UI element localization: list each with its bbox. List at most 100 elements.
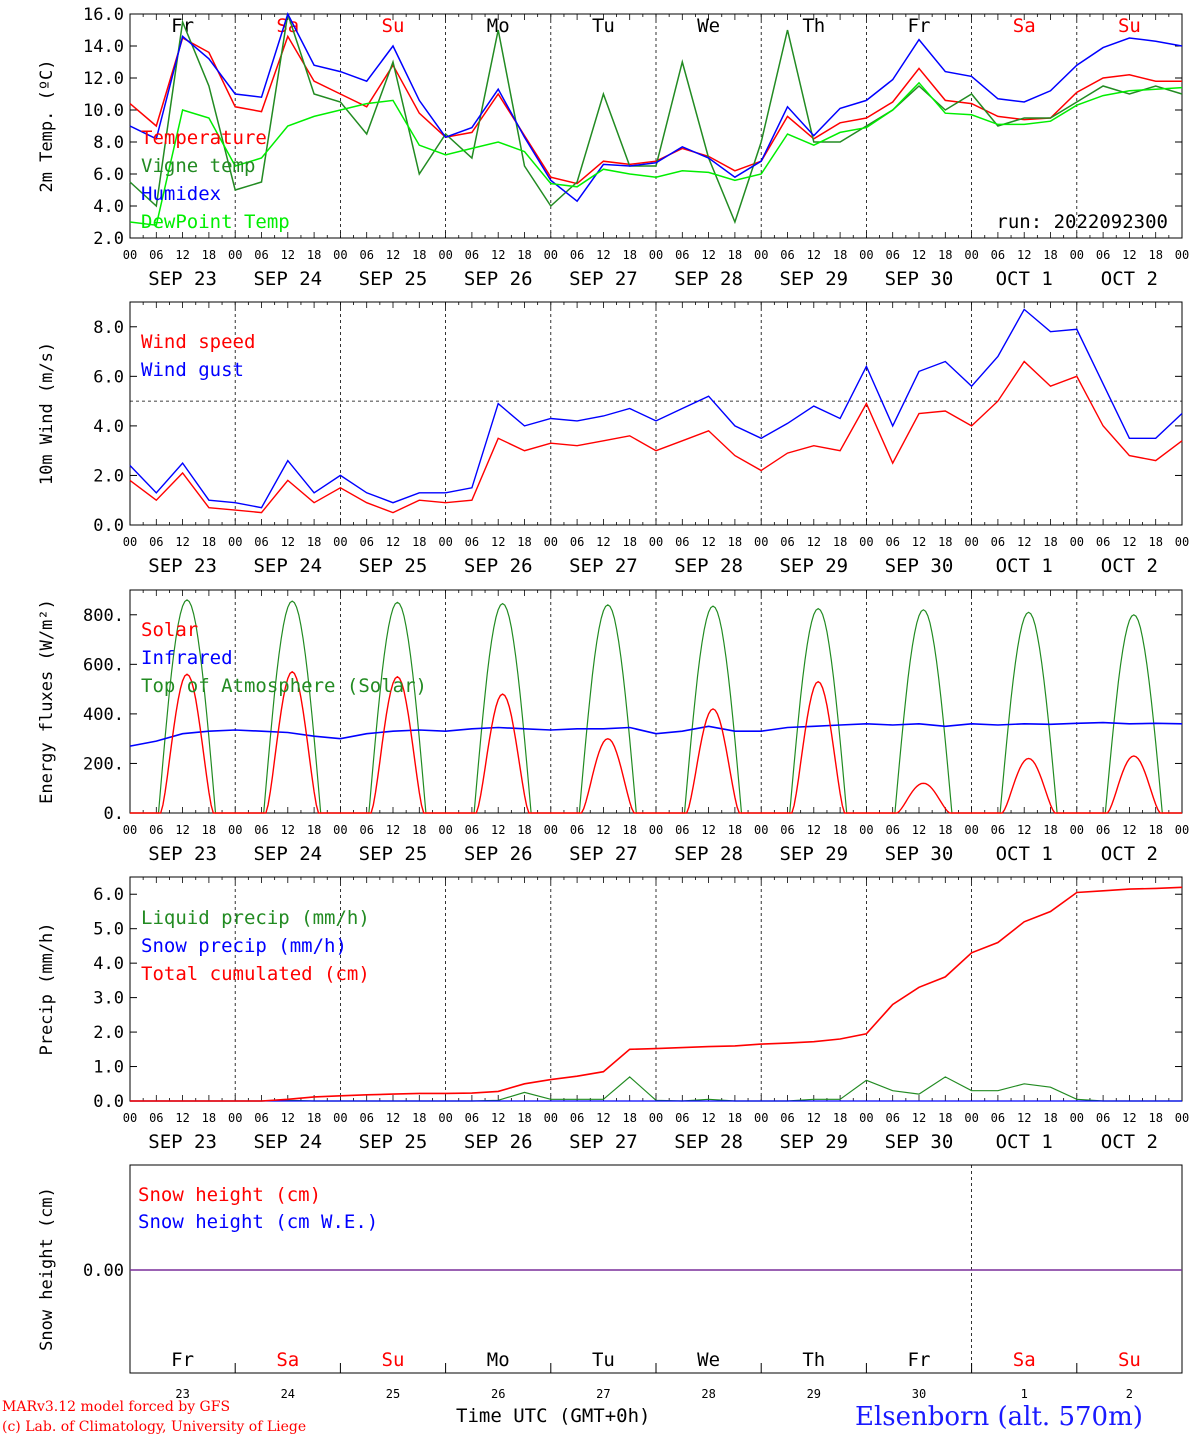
x-hour-label: 18 bbox=[1148, 535, 1162, 549]
x-hour-label: 18 bbox=[938, 1111, 952, 1125]
weekday-label: Fr bbox=[908, 15, 931, 37]
x-hour-label: 12 bbox=[175, 1111, 189, 1125]
y-tick-label: 4.0 bbox=[93, 197, 124, 217]
x-hour-label: 06 bbox=[149, 535, 163, 549]
x-hour-label: 00 bbox=[964, 535, 978, 549]
x-date-label: OCT 2 bbox=[1101, 555, 1158, 577]
x-hour-label: 00 bbox=[649, 535, 663, 549]
x-date-label: SEP 25 bbox=[359, 1131, 428, 1153]
x-date-label: SEP 23 bbox=[148, 843, 217, 865]
y-tick-label: 600. bbox=[83, 655, 124, 675]
y-tick-label: 400. bbox=[83, 705, 124, 725]
y-tick-label: 6.0 bbox=[93, 165, 124, 185]
panel-frame-2 bbox=[129, 301, 1183, 526]
legend-dewpoint-temp: DewPoint Temp bbox=[141, 211, 290, 233]
x-hour-label: 06 bbox=[780, 248, 794, 262]
x-hour-label: 12 bbox=[912, 248, 926, 262]
x-hour-label: 00 bbox=[1175, 823, 1189, 837]
x-hour-label: 18 bbox=[202, 1111, 216, 1125]
x-hour-label: 06 bbox=[149, 1111, 163, 1125]
x-hour-label: 00 bbox=[859, 1111, 873, 1125]
weekday-label: Su bbox=[1118, 15, 1141, 37]
x-hour-label: 06 bbox=[149, 248, 163, 262]
y-tick-label: 800. bbox=[83, 606, 124, 626]
series-wind-gust bbox=[129, 308, 1183, 509]
x-hour-label: 12 bbox=[281, 248, 295, 262]
x-hour-label: 12 bbox=[1017, 248, 1031, 262]
x-hour-label: 18 bbox=[307, 823, 321, 837]
x-hour-label: 12 bbox=[386, 1111, 400, 1125]
x-hour-label: 18 bbox=[202, 823, 216, 837]
x-hour-label: 06 bbox=[570, 248, 584, 262]
x-hour-label: 18 bbox=[833, 248, 847, 262]
legend-wind-gust: Wind gust bbox=[141, 359, 244, 381]
x-hour-label: 12 bbox=[175, 823, 189, 837]
x-date-label: OCT 1 bbox=[996, 1131, 1053, 1153]
weekday-label: We bbox=[697, 15, 720, 37]
y-tick-label: 6.0 bbox=[93, 885, 124, 905]
x-hour-label: 18 bbox=[517, 1111, 531, 1125]
x-hour-label: 12 bbox=[491, 535, 505, 549]
x-hour-label: 12 bbox=[1122, 535, 1136, 549]
x-hour-label: 06 bbox=[1096, 1111, 1110, 1125]
x-hour-label: 18 bbox=[1148, 1111, 1162, 1125]
legend-snow-height-cm-w-e: Snow height (cm W.E.) bbox=[138, 1211, 378, 1233]
y-tick-label: 0.0 bbox=[93, 1092, 124, 1112]
x-date-label: SEP 24 bbox=[253, 843, 322, 865]
y-tick-label: 0.00 bbox=[83, 1261, 124, 1281]
x-hour-label: 00 bbox=[438, 535, 452, 549]
x-hour-label: 06 bbox=[359, 535, 373, 549]
x-date-label: SEP 28 bbox=[674, 555, 743, 577]
x-hour-label: 18 bbox=[1148, 248, 1162, 262]
x-hour-label: 00 bbox=[649, 1111, 663, 1125]
legend-humidex: Humidex bbox=[141, 183, 221, 205]
x-hour-label: 12 bbox=[281, 823, 295, 837]
x-hour-label: 12 bbox=[1017, 823, 1031, 837]
x-date-label: SEP 29 bbox=[779, 843, 848, 865]
day-number-label: 29 bbox=[807, 1387, 821, 1400]
x-hour-label: 12 bbox=[1122, 823, 1136, 837]
y-tick-label: 2.0 bbox=[93, 466, 124, 486]
x-hour-label: 06 bbox=[1096, 535, 1110, 549]
x-hour-label: 12 bbox=[1122, 248, 1136, 262]
x-hour-label: 00 bbox=[964, 823, 978, 837]
x-hour-label: 00 bbox=[754, 248, 768, 262]
x-hour-label: 00 bbox=[438, 248, 452, 262]
y-tick-label: 0. bbox=[104, 804, 124, 824]
y-tick-label: 5.0 bbox=[93, 920, 124, 940]
x-date-label: SEP 30 bbox=[885, 1131, 954, 1153]
x-hour-label: 00 bbox=[1175, 535, 1189, 549]
x-date-label: SEP 27 bbox=[569, 268, 638, 290]
y-tick-label: 200. bbox=[83, 754, 124, 774]
day-number-label: 1 bbox=[1021, 1387, 1028, 1400]
weekday-label: Sa bbox=[1013, 1349, 1036, 1371]
day-number-label: 25 bbox=[386, 1387, 400, 1400]
x-date-label: SEP 24 bbox=[253, 555, 322, 577]
x-hour-label: 18 bbox=[517, 823, 531, 837]
y-tick-label: 8.0 bbox=[93, 133, 124, 153]
x-hour-label: 06 bbox=[570, 535, 584, 549]
x-hour-label: 18 bbox=[833, 535, 847, 549]
x-hour-label: 06 bbox=[149, 823, 163, 837]
x-date-label: SEP 28 bbox=[674, 268, 743, 290]
x-hour-label: 12 bbox=[596, 535, 610, 549]
x-hour-label: 18 bbox=[1043, 823, 1057, 837]
y-tick-label: 2.0 bbox=[93, 1023, 124, 1043]
y-tick-label: 16.0 bbox=[83, 5, 124, 25]
x-hour-label: 18 bbox=[412, 1111, 426, 1125]
y-tick-label: 2.0 bbox=[93, 229, 124, 249]
x-hour-label: 18 bbox=[938, 248, 952, 262]
day-number-label: 30 bbox=[912, 1387, 926, 1400]
x-hour-label: 00 bbox=[333, 823, 347, 837]
x-date-label: SEP 25 bbox=[359, 843, 428, 865]
legend-infrared: Infrared bbox=[141, 647, 233, 669]
x-hour-label: 06 bbox=[885, 535, 899, 549]
x-date-label: OCT 1 bbox=[996, 843, 1053, 865]
y-tick-label: 4.0 bbox=[93, 954, 124, 974]
day-number-label: 23 bbox=[175, 1387, 189, 1400]
x-date-label: OCT 2 bbox=[1101, 1131, 1158, 1153]
x-hour-label: 00 bbox=[1070, 248, 1084, 262]
series-wind-speed bbox=[129, 360, 1183, 514]
x-hour-label: 06 bbox=[1096, 248, 1110, 262]
x-hour-label: 18 bbox=[938, 823, 952, 837]
